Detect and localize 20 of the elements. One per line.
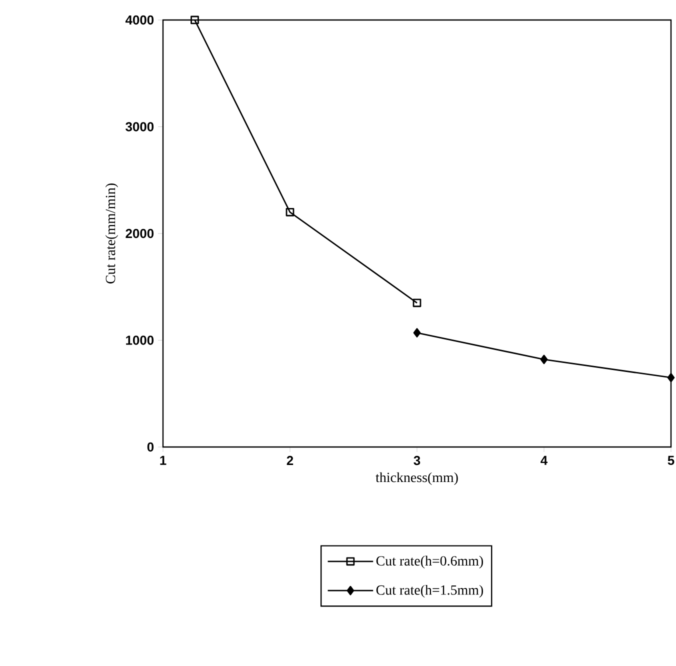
x-tick-label: 3 bbox=[414, 456, 420, 466]
point bbox=[667, 372, 675, 382]
y-tick-label: 4000 bbox=[125, 15, 154, 25]
y-tick-label: 1000 bbox=[126, 336, 154, 345]
point bbox=[286, 208, 294, 216]
legend-label: Cut rate(h=1.5mm) bbox=[376, 584, 484, 598]
x-axis-title: thickness(mm) bbox=[376, 472, 458, 485]
y-tick-label: 3000 bbox=[126, 122, 154, 132]
point bbox=[540, 354, 548, 364]
y-axis-title: Cut rate(mm/min) bbox=[105, 184, 118, 284]
x-tick-label: 1 bbox=[160, 456, 166, 465]
x-tick-label: 2 bbox=[286, 456, 294, 465]
point bbox=[412, 298, 422, 308]
point bbox=[190, 16, 199, 24]
x-tick-label: 4 bbox=[540, 456, 548, 465]
y-tick-label: 2000 bbox=[126, 228, 154, 238]
point bbox=[413, 328, 421, 338]
x-tick-label: 5 bbox=[668, 456, 674, 465]
y-tick-label: 0 bbox=[147, 442, 154, 452]
legend-label: Cut rate(h=0.6mm) bbox=[376, 556, 484, 568]
